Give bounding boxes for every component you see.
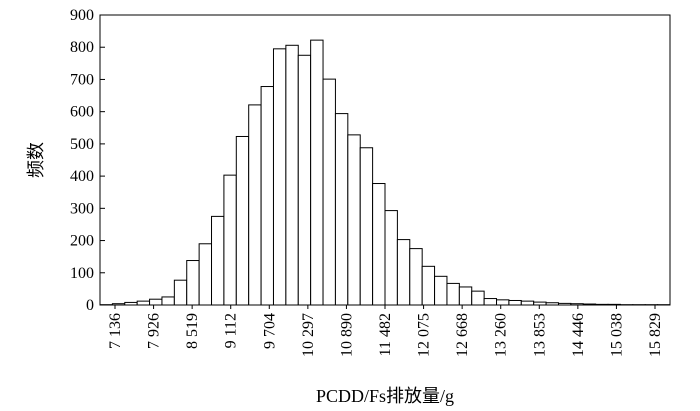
x-axis-ticks: 7 136 7 926 8 519 9 112 9 704 10 297 10 890 11 … xyxy=(107,305,664,357)
bars-layer xyxy=(99,39,671,306)
y-tick-label: 400 xyxy=(70,168,94,185)
y-tick-label: 100 xyxy=(70,265,94,282)
y-tick-label: 300 xyxy=(70,200,94,217)
x-tick-label: 13 260 xyxy=(493,313,510,357)
histogram-bar xyxy=(396,239,411,306)
histogram-bar xyxy=(409,248,423,306)
x-tick-label: 10 890 xyxy=(338,313,355,357)
histogram-bar xyxy=(458,286,473,306)
histogram-bar xyxy=(384,210,398,306)
histogram-bar xyxy=(285,44,299,306)
y-tick-label: 800 xyxy=(70,39,94,56)
histogram-bar xyxy=(434,275,448,306)
histogram-bar xyxy=(471,290,485,306)
x-tick-label: 15 829 xyxy=(647,313,664,357)
y-tick-label: 600 xyxy=(70,104,94,121)
y-tick-label: 900 xyxy=(70,7,94,24)
histogram-bar xyxy=(372,183,386,306)
histogram-bar xyxy=(310,39,324,306)
x-tick-label: 10 297 xyxy=(300,313,317,357)
histogram-bar xyxy=(186,260,200,306)
x-axis-label: PCDD/Fs排放量/g xyxy=(316,386,454,406)
x-tick-label: 13 853 xyxy=(531,313,548,357)
plot-frame xyxy=(99,14,671,306)
histogram-bar xyxy=(235,135,250,306)
histogram-bar xyxy=(272,48,287,306)
histogram-bar xyxy=(347,134,361,306)
x-tick-label: 9 704 xyxy=(261,313,278,349)
histogram-bar xyxy=(496,299,510,306)
x-tick-label: 7 926 xyxy=(146,313,163,349)
y-tick-label: 0 xyxy=(86,297,94,314)
histogram-bar xyxy=(211,215,225,306)
histogram-bar xyxy=(161,296,175,306)
histogram-bar xyxy=(223,174,237,306)
histogram-bar xyxy=(173,279,188,306)
histogram-bar xyxy=(322,78,336,306)
y-tick-label: 200 xyxy=(70,233,94,250)
histogram-bar xyxy=(446,282,460,306)
y-tick-label: 500 xyxy=(70,136,94,153)
histogram-bar xyxy=(198,243,213,306)
histogram-bar xyxy=(248,104,262,306)
x-tick-label: 12 075 xyxy=(416,313,433,357)
histogram-bar xyxy=(483,298,498,306)
y-axis-label: 频数 xyxy=(26,142,46,178)
histogram-bar xyxy=(359,147,374,306)
histogram-bar xyxy=(508,299,522,306)
x-tick-label: 14 446 xyxy=(570,313,587,357)
x-tick-label: 8 519 xyxy=(184,313,201,349)
histogram-bar xyxy=(520,300,535,306)
x-tick-label: 12 668 xyxy=(454,313,471,357)
x-tick-label: 7 136 xyxy=(107,313,124,349)
y-tick-label: 700 xyxy=(70,71,94,88)
x-tick-label: 9 112 xyxy=(223,313,240,348)
y-axis-ticks: 0 100 200 300 400 500 600 700 800 900 xyxy=(70,7,105,314)
histogram-bar xyxy=(149,298,163,306)
histogram-bar xyxy=(297,54,312,306)
histogram-bar xyxy=(334,113,349,306)
histogram-bar xyxy=(421,265,436,306)
x-tick-label: 11 482 xyxy=(377,313,394,356)
histogram-bar xyxy=(136,300,151,306)
histogram-bar xyxy=(260,86,274,306)
x-tick-label: 15 038 xyxy=(608,313,625,357)
